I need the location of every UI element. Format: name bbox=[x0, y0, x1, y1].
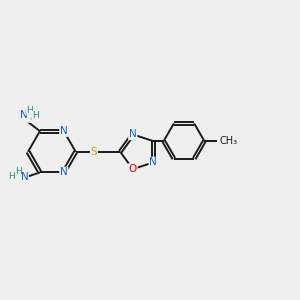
Text: O: O bbox=[129, 164, 137, 174]
Text: N: N bbox=[20, 110, 27, 120]
Text: H: H bbox=[26, 106, 33, 115]
Text: N: N bbox=[21, 172, 28, 182]
Text: N: N bbox=[149, 158, 157, 167]
Text: H: H bbox=[32, 111, 38, 120]
Text: NH: NH bbox=[18, 112, 33, 122]
Text: N: N bbox=[60, 126, 68, 136]
Text: N: N bbox=[129, 129, 137, 140]
Text: N: N bbox=[60, 167, 68, 177]
Text: H: H bbox=[8, 172, 15, 182]
Text: S: S bbox=[91, 147, 97, 157]
Text: CH₃: CH₃ bbox=[219, 136, 238, 146]
Text: H: H bbox=[26, 108, 33, 117]
Text: H: H bbox=[15, 167, 22, 176]
